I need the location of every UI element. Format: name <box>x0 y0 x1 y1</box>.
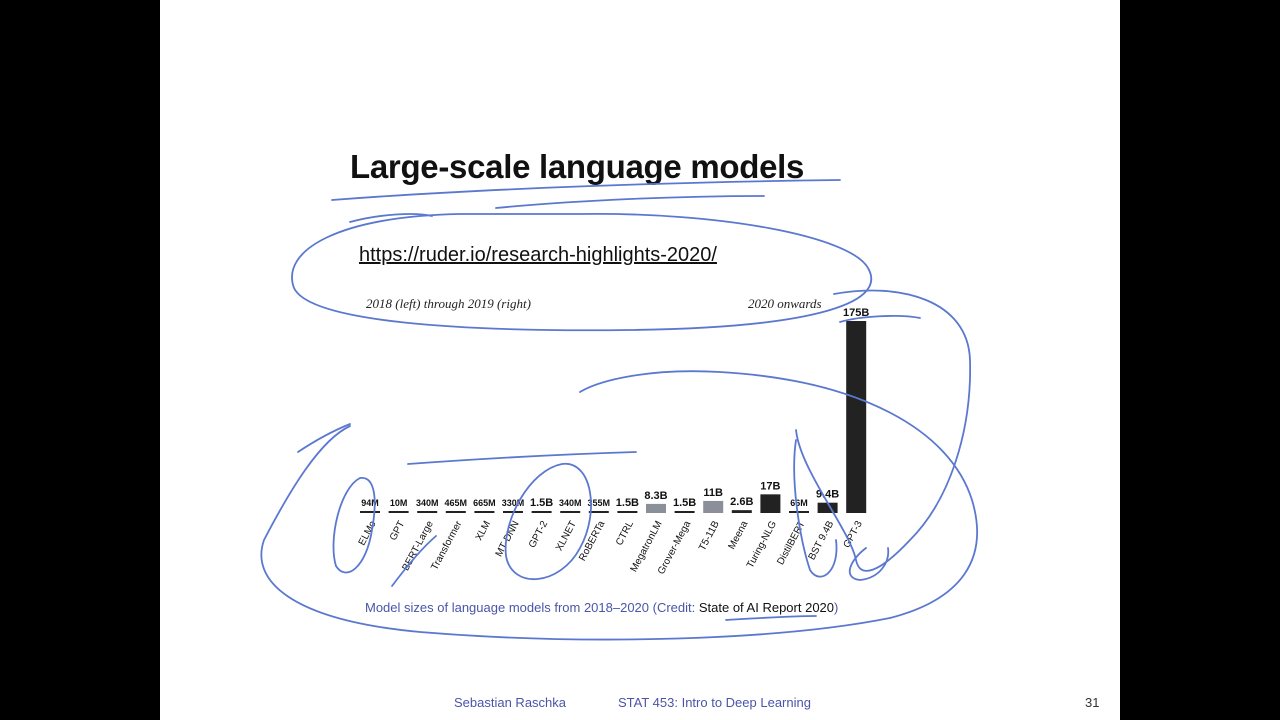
tick-label-xlm: XLM <box>474 519 493 542</box>
bar-mt-dnn <box>503 511 523 513</box>
bar-t5-11b <box>703 500 724 513</box>
data-label-megatronlm: 8.3B <box>644 490 667 502</box>
tick-label-gpt-2: GPT-2 <box>527 519 550 550</box>
bar-gpt <box>388 511 409 513</box>
data-label-transformer: 465M <box>445 498 468 508</box>
tick-label-gpt: GPT <box>388 519 407 542</box>
data-label-gpt-3: 175B <box>843 307 869 319</box>
credit-link[interactable]: State of AI Report 2020 <box>698 600 835 615</box>
data-label-t5-11b: 11B <box>703 487 723 499</box>
bar-gpt-3 <box>846 321 867 513</box>
slide: Large-scale language models https://rude… <box>160 0 1120 720</box>
slide-title: Large-scale language models <box>350 148 805 185</box>
bar-bert-large <box>417 511 438 513</box>
data-label-distilbert: 66M <box>790 498 808 508</box>
data-label-elmo: 94M <box>361 498 379 508</box>
bar-turing-nlg <box>760 494 781 513</box>
bar-grover-mega <box>674 511 695 513</box>
bar-transformer <box>445 511 466 513</box>
bar-megatronlm <box>646 503 666 513</box>
tick-label-mt-dnn: MT-DNN <box>494 519 522 559</box>
tick-label-gpt-3: GPT-3 <box>842 519 865 550</box>
tick-label-transformer: Transformer <box>429 519 464 573</box>
bar-gpt-2 <box>531 511 552 513</box>
bar-meena <box>731 510 752 513</box>
data-label-gpt-2: 1.5B <box>530 497 553 509</box>
data-label-gpt: 10M <box>390 498 408 508</box>
data-label-bst-9-4b: 9.4B <box>816 489 839 501</box>
data-label-ctrl: 1.5B <box>616 497 639 509</box>
tick-label-turing-nlg: Turing-NLG <box>745 519 779 570</box>
bar-ctrl <box>617 511 638 513</box>
tick-label-bst-9-4b: BST 9.4B <box>807 519 837 562</box>
tick-label-roberta: RoBERTa <box>577 519 607 563</box>
bar-xlm <box>474 511 495 513</box>
data-label-roberta: 355M <box>588 498 611 508</box>
data-label-meena: 2.6B <box>730 496 753 508</box>
bar-bst-9-4b <box>817 502 838 513</box>
caption-end: ) <box>834 600 839 615</box>
footer-course: STAT 453: Intro to Deep Learning <box>618 695 811 710</box>
data-label-xlm: 665M <box>473 498 496 508</box>
chart-caption: Model sizes of language models from 2018… <box>365 600 838 615</box>
data-label-turing-nlg: 17B <box>760 480 780 492</box>
bar-roberta <box>588 511 609 513</box>
tick-label-meena: Meena <box>726 519 750 552</box>
tick-label-ctrl: CTRL <box>614 519 636 548</box>
bar-distilbert <box>789 511 809 513</box>
page-number: 31 <box>1085 695 1100 710</box>
tick-label-elmo: ELMo <box>357 519 379 548</box>
caption-text: Model sizes of language models from 2018… <box>365 600 699 615</box>
bar-elmo <box>360 511 380 513</box>
data-label-xlnet: 340M <box>559 498 582 508</box>
data-label-grover-mega: 1.5B <box>673 497 696 509</box>
data-label-mt-dnn: 330M <box>502 498 525 508</box>
bar-xlnet <box>560 511 581 513</box>
tick-label-t5-11b: T5-11B <box>697 519 722 553</box>
tick-label-xlnet: XLNET <box>554 519 579 553</box>
tick-label-distilbert: DistilBERT <box>775 519 807 567</box>
data-label-bert-large: 340M <box>416 498 439 508</box>
footer-author: Sebastian Raschka <box>454 695 567 710</box>
